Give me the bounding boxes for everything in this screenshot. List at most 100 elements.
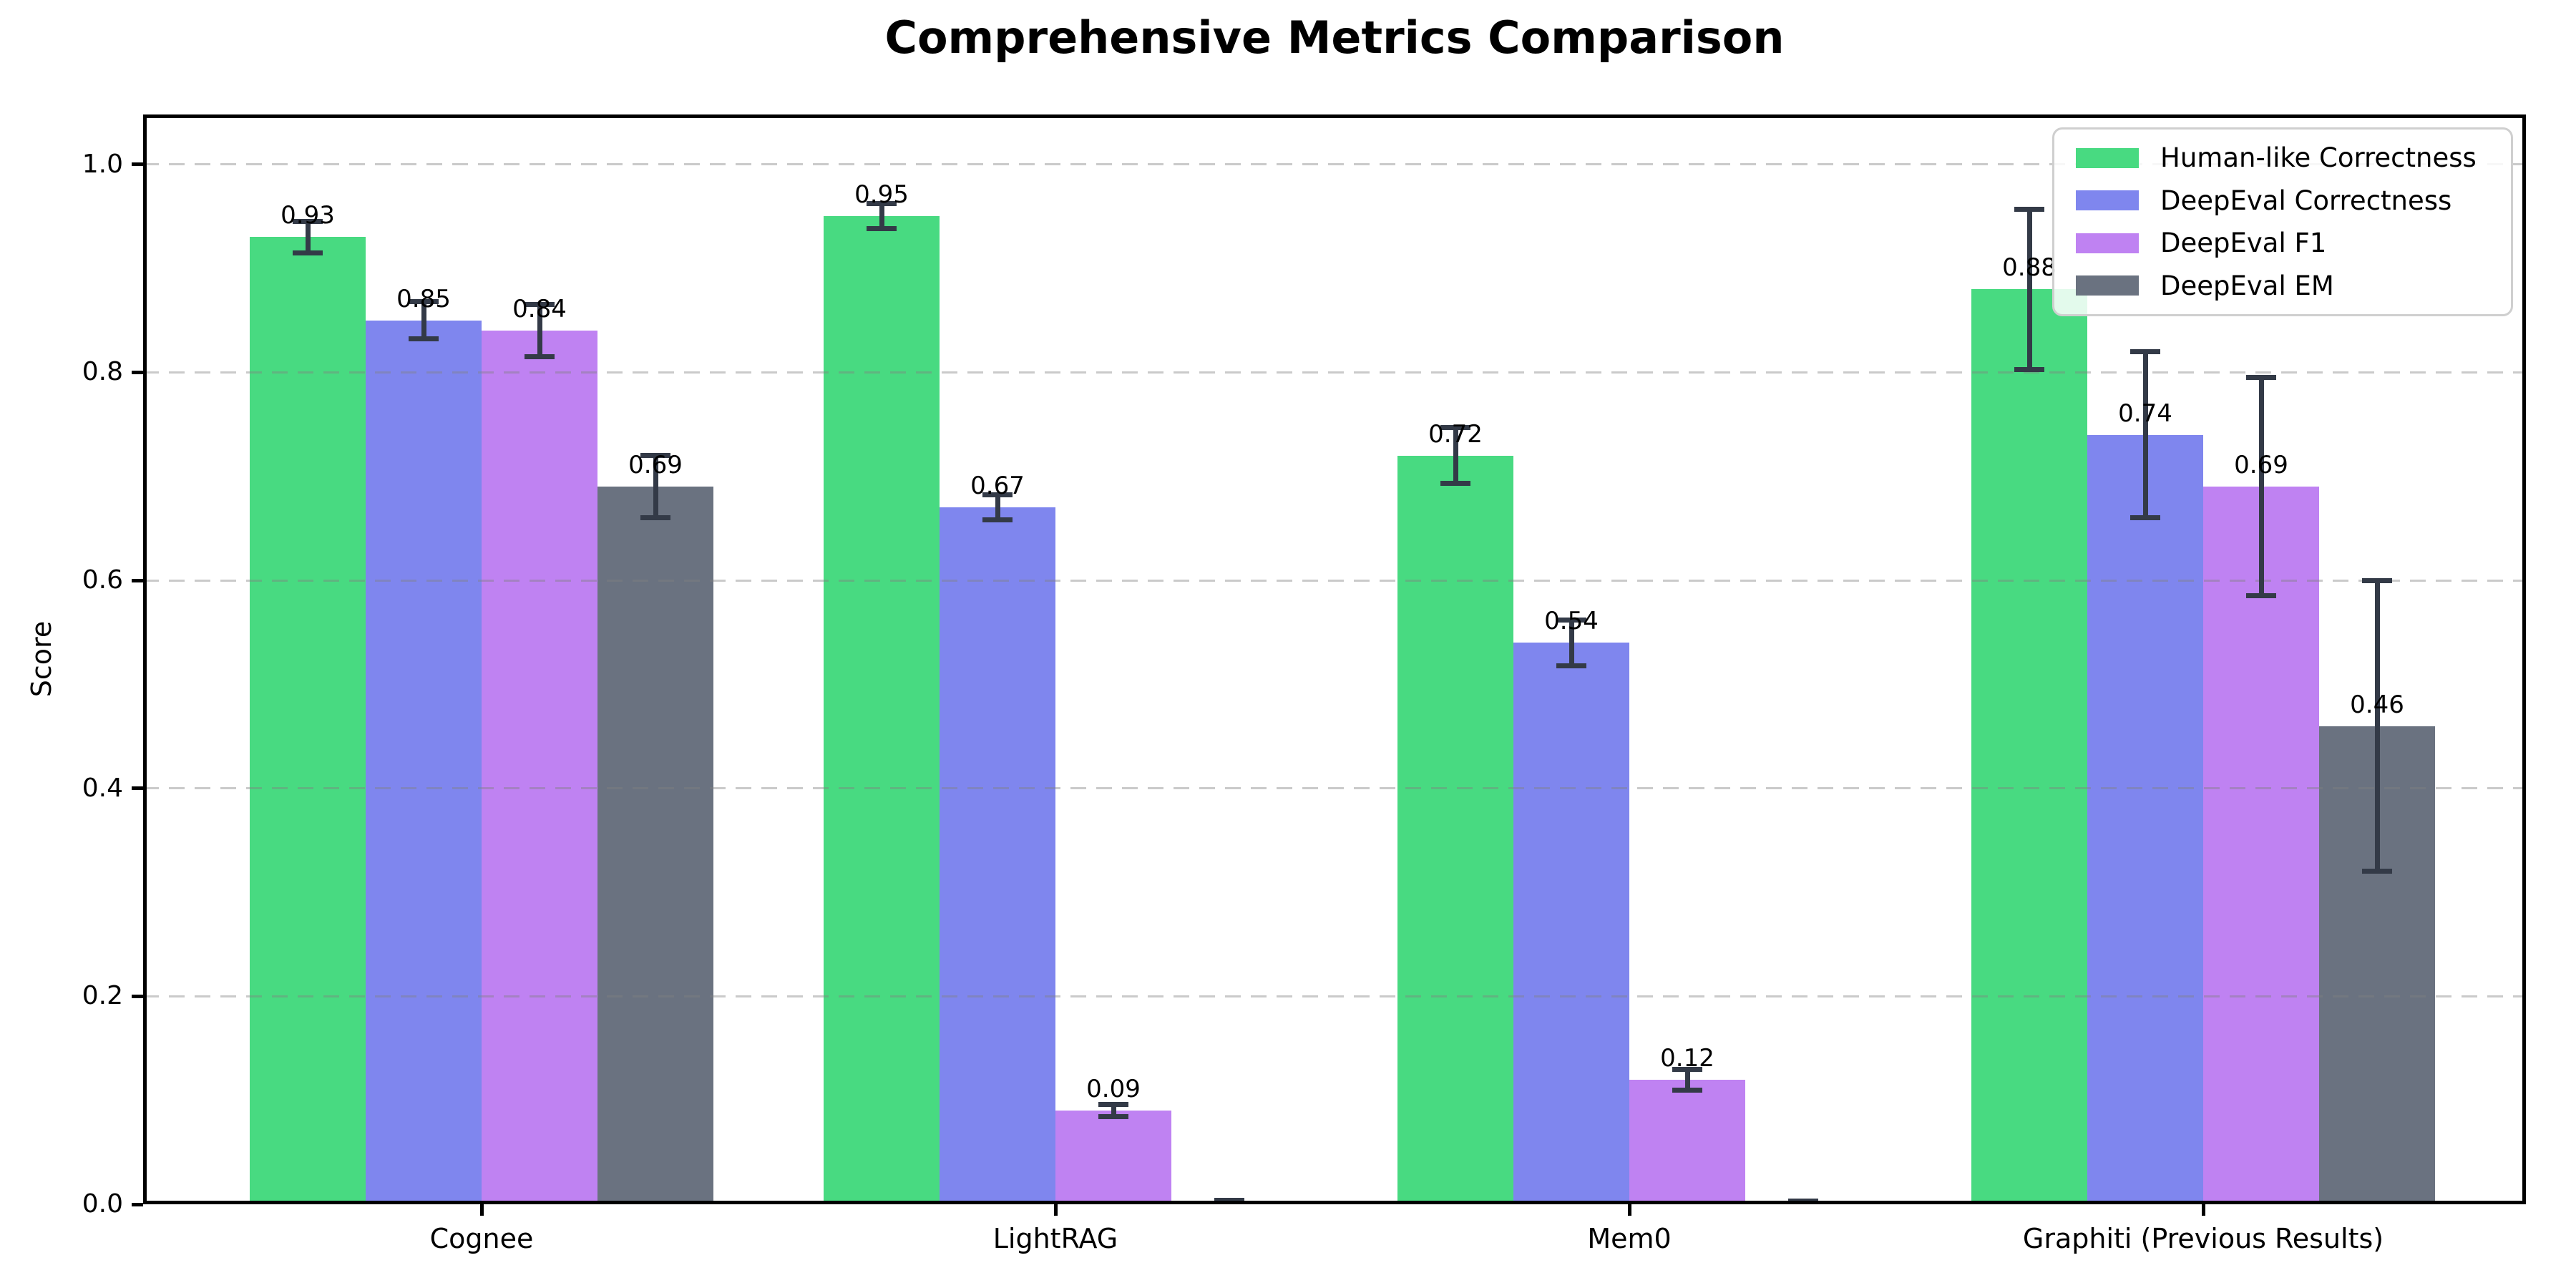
y-tick-label: 0.4 xyxy=(82,773,123,803)
legend-swatch xyxy=(2076,233,2139,253)
error-bar-cap xyxy=(1098,1101,1128,1107)
error-bar-cap xyxy=(1214,1197,1244,1203)
bar-labels-layer: 0.93 0.95 0.72 0.88 0.85 0.67 0.54 0.74 0.84 0.09… xyxy=(143,114,2526,1204)
legend-swatch xyxy=(2076,190,2139,211)
y-tick-mark xyxy=(132,994,143,998)
error-bar-cap xyxy=(867,226,897,232)
error-bar-cap xyxy=(867,201,897,207)
error-bar-cap xyxy=(1440,424,1470,430)
bar-value-label: 0.69 xyxy=(2234,451,2288,480)
bar-3-3 xyxy=(1629,1079,1745,1204)
error-bar-cap xyxy=(1440,481,1470,487)
bar-value-label: 0.74 xyxy=(2118,399,2172,428)
bar-4-3 xyxy=(2203,487,2319,1204)
error-bar-line xyxy=(421,301,426,339)
legend-label: DeepEval Correctness xyxy=(2160,185,2452,216)
y-tick-label: 0.6 xyxy=(82,565,123,595)
legend-label: Human-like Correctness xyxy=(2160,142,2477,174)
bar-2-2 xyxy=(940,507,1055,1204)
gridlines-layer xyxy=(143,114,2526,1204)
legend-row: DeepEval F1 xyxy=(2054,228,2511,258)
gridline-0.6 xyxy=(143,579,2526,582)
error-bar-line xyxy=(537,304,542,357)
error-bar-line xyxy=(2142,351,2148,518)
legend-label: DeepEval EM xyxy=(2160,270,2334,301)
y-tick-label: 1.0 xyxy=(82,149,123,179)
bar-value-label: 0.09 xyxy=(1086,1075,1141,1104)
error-bar-cap xyxy=(1556,663,1586,668)
error-bar-cap xyxy=(1672,1066,1702,1072)
error-bar-cap xyxy=(2362,577,2392,583)
error-bar-cap xyxy=(293,250,323,255)
y-tick-label: 0.2 xyxy=(82,981,123,1011)
bar-value-label: 0.69 xyxy=(628,451,683,480)
bar-3-1 xyxy=(1397,455,1513,1204)
bar-value-label: 0.84 xyxy=(512,295,567,324)
x-tick-mark xyxy=(1627,1204,1631,1216)
x-tick-label-1: Cognee xyxy=(429,1223,534,1254)
error-bar-line xyxy=(1684,1069,1690,1091)
error-bar-line xyxy=(2026,209,2032,370)
bars-layer xyxy=(143,114,2526,1204)
error-bar-line xyxy=(879,203,884,229)
error-bar-cap xyxy=(2246,375,2276,381)
x-tick-label-3: Mem0 xyxy=(1587,1223,1672,1254)
bar-2-3 xyxy=(1055,1111,1171,1204)
y-tick-mark xyxy=(132,162,143,167)
bar-value-label: 0.12 xyxy=(1660,1043,1714,1073)
bar-value-label: 0.85 xyxy=(396,284,451,313)
gridline-0.2 xyxy=(143,995,2526,997)
y-tick-mark xyxy=(132,370,143,374)
bar-1-1 xyxy=(250,237,366,1204)
legend-row: DeepEval Correctness xyxy=(2054,185,2511,216)
y-tick-label: 0.0 xyxy=(82,1189,123,1219)
bar-1-4 xyxy=(597,487,713,1204)
legend-row: Human-like Correctness xyxy=(2054,142,2511,173)
bar-value-label: 0.72 xyxy=(1428,419,1483,449)
legend-swatch xyxy=(2076,147,2139,168)
error-bar-cap xyxy=(640,453,670,459)
legend: Human-like Correctness DeepEval Correctne… xyxy=(2052,127,2513,316)
error-bar-cap xyxy=(2362,869,2392,874)
error-bar-cap xyxy=(1672,1087,1702,1093)
gridline-0.4 xyxy=(143,787,2526,790)
error-bar-cap xyxy=(982,492,1013,498)
error-bar-cap xyxy=(1556,617,1586,623)
error-bar-cap xyxy=(2130,348,2160,354)
y-axis-label: Score xyxy=(26,620,57,698)
error-bar-cap xyxy=(409,336,439,342)
y-tick-mark xyxy=(132,578,143,582)
error-bar-cap xyxy=(525,302,555,308)
legend-row: DeepEval EM xyxy=(2054,270,2511,301)
error-bar-line xyxy=(305,221,311,253)
y-tick-mark xyxy=(132,1202,143,1206)
error-bar-cap xyxy=(1098,1114,1128,1120)
bar-value-label: 0.88 xyxy=(2002,253,2057,283)
error-bar-cap xyxy=(2014,206,2044,212)
error-bar-cap xyxy=(640,515,670,521)
error-bar-line xyxy=(2374,580,2380,872)
bar-4-2 xyxy=(2087,434,2203,1204)
error-bar-cap xyxy=(293,219,323,225)
error-bar-line xyxy=(1568,620,1574,666)
x-tick-mark xyxy=(479,1204,484,1216)
gridline-1 xyxy=(143,163,2526,166)
error-bar-line xyxy=(653,455,658,518)
error-bar-line xyxy=(1111,1104,1116,1117)
bar-1-3 xyxy=(482,331,597,1204)
y-tick-label: 0.8 xyxy=(82,357,123,387)
error-bar-cap xyxy=(409,299,439,305)
bar-value-label: 0.54 xyxy=(1544,607,1599,636)
bar-value-label: 0.95 xyxy=(854,180,909,210)
error-bar-line xyxy=(2258,377,2264,596)
error-bar-cap xyxy=(2130,515,2160,521)
error-bar-line xyxy=(995,494,1000,520)
x-tick-mark xyxy=(1053,1204,1058,1216)
error-bars-layer xyxy=(143,114,2526,1204)
error-bar-cap xyxy=(982,517,1013,523)
gridline-0.8 xyxy=(143,371,2526,374)
chart-title: Comprehensive Metrics Comparison xyxy=(884,11,1785,64)
bar-value-label: 0.67 xyxy=(970,472,1025,501)
bar-1-2 xyxy=(366,320,482,1204)
